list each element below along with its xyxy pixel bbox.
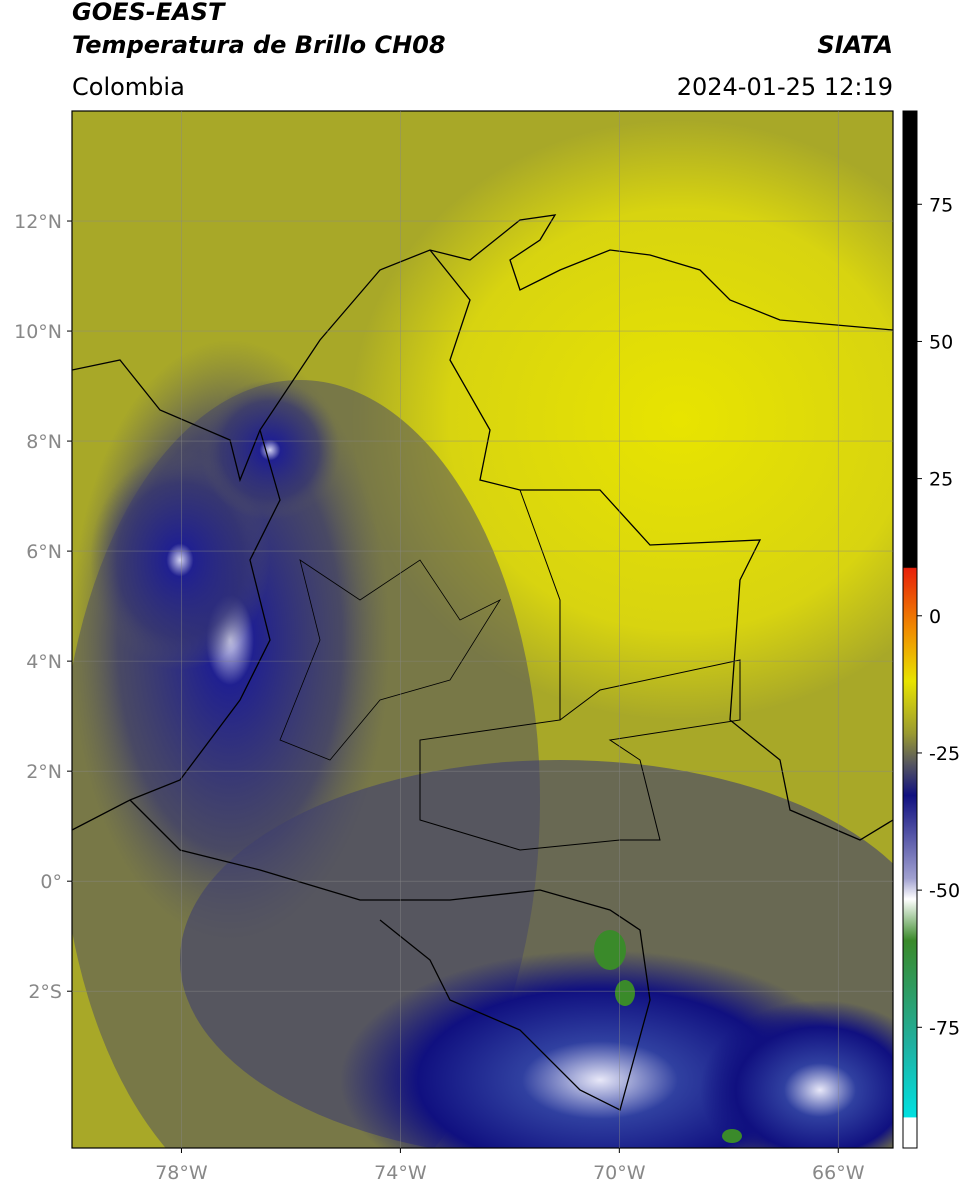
lat-tick-label: 10°N	[14, 321, 62, 343]
satellite-image	[72, 111, 893, 1148]
datetime-label: 2024-01-25 12:19	[677, 73, 893, 101]
colorbar	[902, 110, 918, 1149]
colorbar-tick-label: 75	[929, 194, 953, 216]
lat-tick-label: 2°N	[26, 761, 62, 783]
lat-tick-label: 0°	[40, 871, 62, 893]
lat-tick-label: 12°N	[14, 211, 62, 233]
colorbar-tick-label: 25	[929, 469, 953, 491]
colorbar-tick-label: -50	[929, 880, 960, 902]
lon-tick-label: 74°W	[374, 1162, 427, 1184]
source-label: SIATA	[817, 31, 893, 59]
lon-tick-label: 78°W	[155, 1162, 208, 1184]
lon-tick-label: 70°W	[593, 1162, 646, 1184]
lat-tick-label: 4°N	[26, 651, 62, 673]
colorbar-tick-label: -75	[929, 1017, 960, 1039]
lat-tick-label: 6°N	[26, 541, 62, 563]
satellite-title: GOES-EAST	[72, 0, 226, 26]
colorbar-tick-label: 50	[929, 331, 953, 353]
product-title: Temperatura de Brillo CH08	[72, 31, 446, 59]
lon-tick-label: 66°W	[812, 1162, 865, 1184]
lat-tick-label: 2°S	[28, 981, 62, 1003]
colorbar-tick-label: 0	[929, 606, 941, 628]
colorbar-tick-label: -25	[929, 743, 960, 765]
lat-tick-label: 8°N	[26, 431, 62, 453]
map-frame	[71, 110, 894, 1149]
region-label: Colombia	[72, 73, 185, 101]
